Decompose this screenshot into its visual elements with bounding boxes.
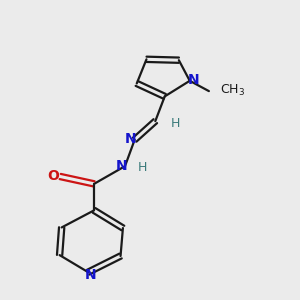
Text: O: O: [47, 169, 59, 183]
Text: H: H: [171, 117, 180, 130]
Text: N: N: [85, 268, 96, 282]
Text: CH$_3$: CH$_3$: [220, 83, 245, 98]
Text: N: N: [188, 73, 200, 87]
Text: N: N: [115, 159, 127, 172]
Text: N: N: [124, 131, 136, 146]
Text: H: H: [137, 161, 147, 174]
